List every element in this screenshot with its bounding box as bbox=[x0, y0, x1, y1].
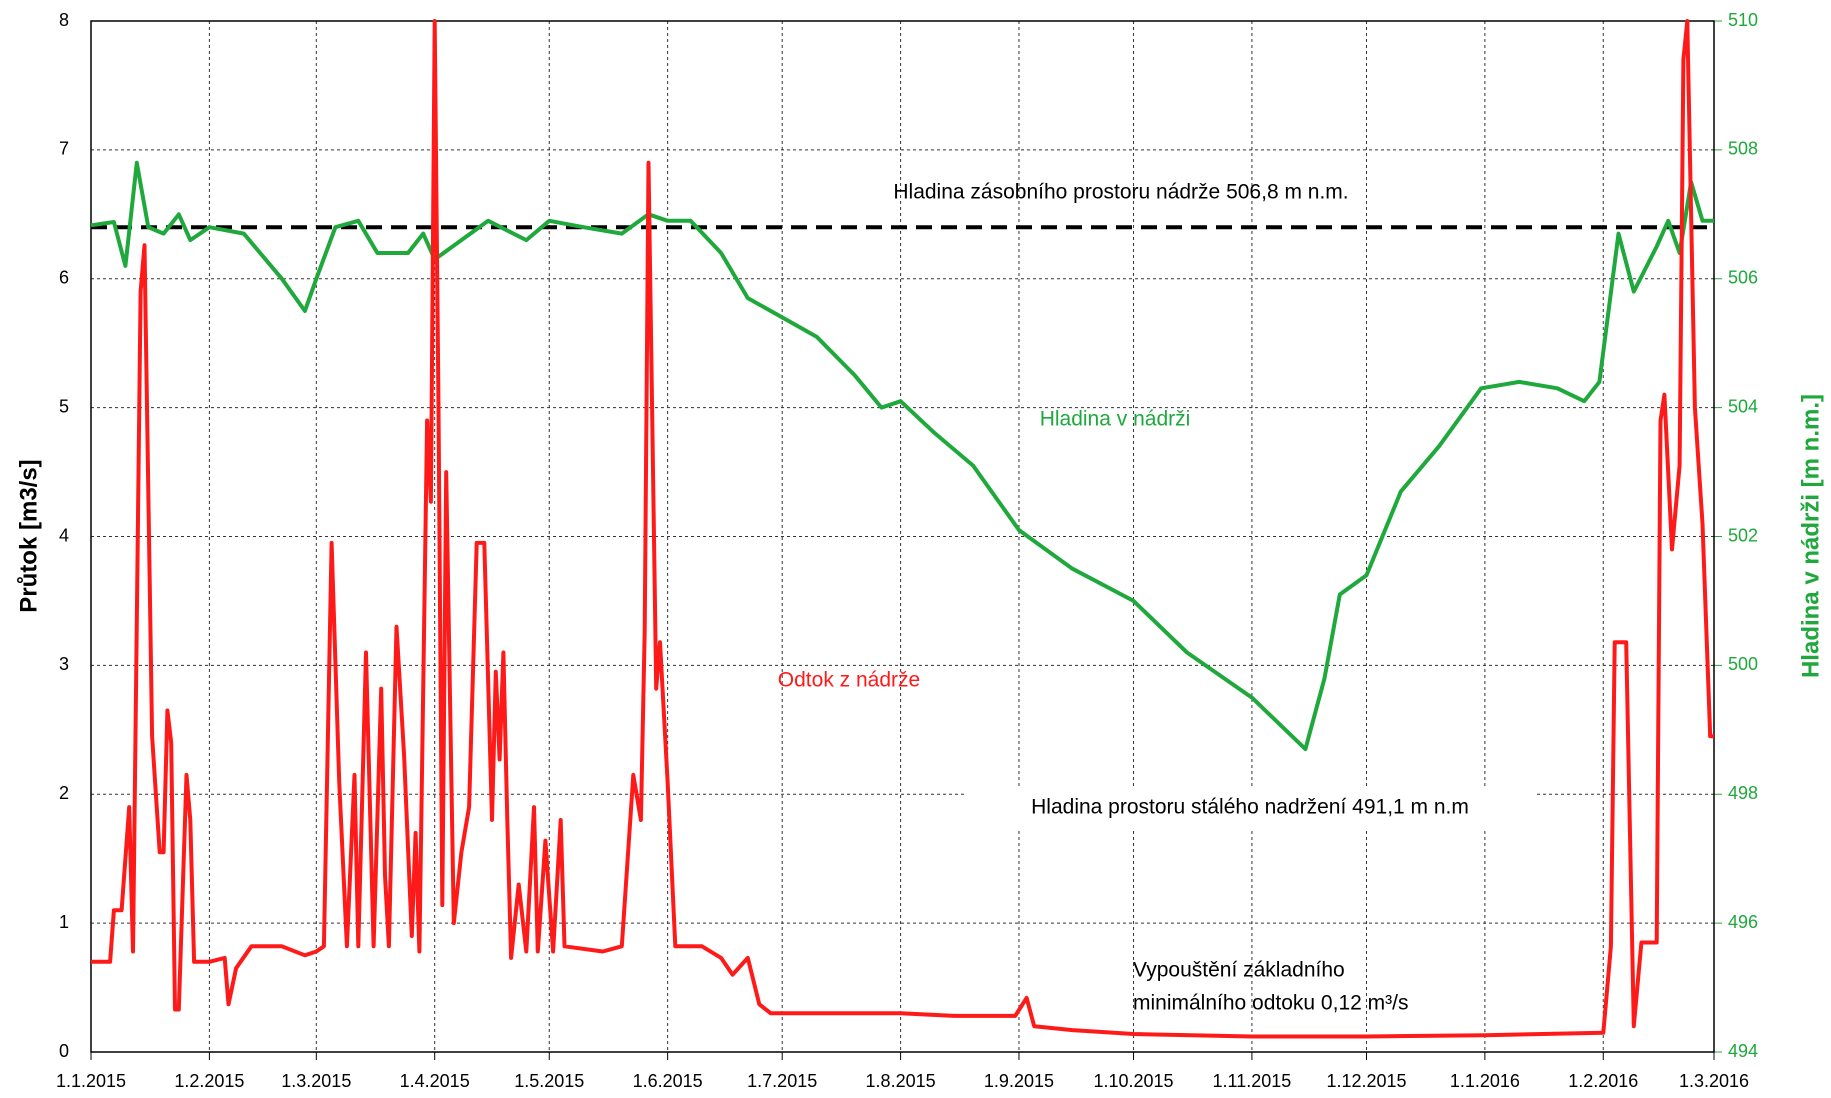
y2-tick-label: 504 bbox=[1728, 396, 1758, 416]
y-tick-label: 5 bbox=[59, 396, 69, 416]
x-tick-label: 1.9.2015 bbox=[984, 1071, 1054, 1091]
y-tick-label: 4 bbox=[59, 525, 69, 545]
y2-tick-label: 494 bbox=[1728, 1041, 1758, 1061]
y2-tick-label: 498 bbox=[1728, 783, 1758, 803]
y-tick-label: 1 bbox=[59, 912, 69, 932]
y-tick-label: 7 bbox=[59, 139, 69, 159]
plot-frame bbox=[90, 20, 1715, 1053]
y-tick-label: 2 bbox=[59, 783, 69, 803]
x-tick-label: 1.10.2015 bbox=[1093, 1071, 1173, 1091]
annotation: Hladina zásobního prostoru nádrže 506,8 … bbox=[893, 181, 1348, 204]
x-tick-label: 1.6.2015 bbox=[633, 1071, 703, 1091]
x-tick-label: 1.5.2015 bbox=[514, 1071, 584, 1091]
y2-tick-label: 496 bbox=[1728, 912, 1758, 932]
series-label: Hladina v nádrži bbox=[1040, 408, 1191, 431]
y-tick-label: 8 bbox=[59, 10, 69, 30]
x-tick-label: 1.1.2016 bbox=[1450, 1071, 1520, 1091]
annotation-box bbox=[965, 786, 1535, 830]
y2-tick-label: 510 bbox=[1728, 10, 1758, 30]
annotation: Hladina prostoru stálého nadržení 491,1 … bbox=[1031, 796, 1469, 819]
x-tick-label: 1.3.2016 bbox=[1679, 1071, 1749, 1091]
y2-tick-label: 502 bbox=[1728, 525, 1758, 545]
y2-tick-label: 508 bbox=[1728, 139, 1758, 159]
y-tick-label: 3 bbox=[59, 654, 69, 674]
annotation: minimálního odtoku 0,12 m³/s bbox=[1133, 992, 1408, 1015]
y-axis-label: Průtok [m3/s] bbox=[15, 459, 42, 612]
x-tick-label: 1.2.2016 bbox=[1568, 1071, 1638, 1091]
series-line bbox=[91, 19, 1714, 1039]
y2-axis-label: Hladina v nádrži [m n.m.] bbox=[1797, 394, 1824, 678]
x-tick-label: 1.2.2015 bbox=[174, 1071, 244, 1091]
annotation: Vypouštění základního bbox=[1133, 959, 1345, 982]
x-tick-label: 1.12.2015 bbox=[1326, 1071, 1406, 1091]
x-tick-label: 1.3.2015 bbox=[281, 1071, 351, 1091]
y-tick-label: 0 bbox=[59, 1041, 69, 1061]
x-tick-label: 1.8.2015 bbox=[866, 1071, 936, 1091]
series-label: Odtok z nádrže bbox=[778, 669, 920, 692]
x-tick-label: 1.7.2015 bbox=[747, 1071, 817, 1091]
y2-tick-label: 500 bbox=[1728, 654, 1758, 674]
series-line bbox=[90, 160, 1714, 752]
x-tick-label: 1.4.2015 bbox=[400, 1071, 470, 1091]
x-tick-label: 1.1.2015 bbox=[56, 1071, 126, 1091]
x-tick-label: 1.11.2015 bbox=[1213, 1071, 1292, 1091]
y2-tick-label: 506 bbox=[1728, 268, 1758, 288]
y-tick-label: 6 bbox=[59, 268, 69, 288]
